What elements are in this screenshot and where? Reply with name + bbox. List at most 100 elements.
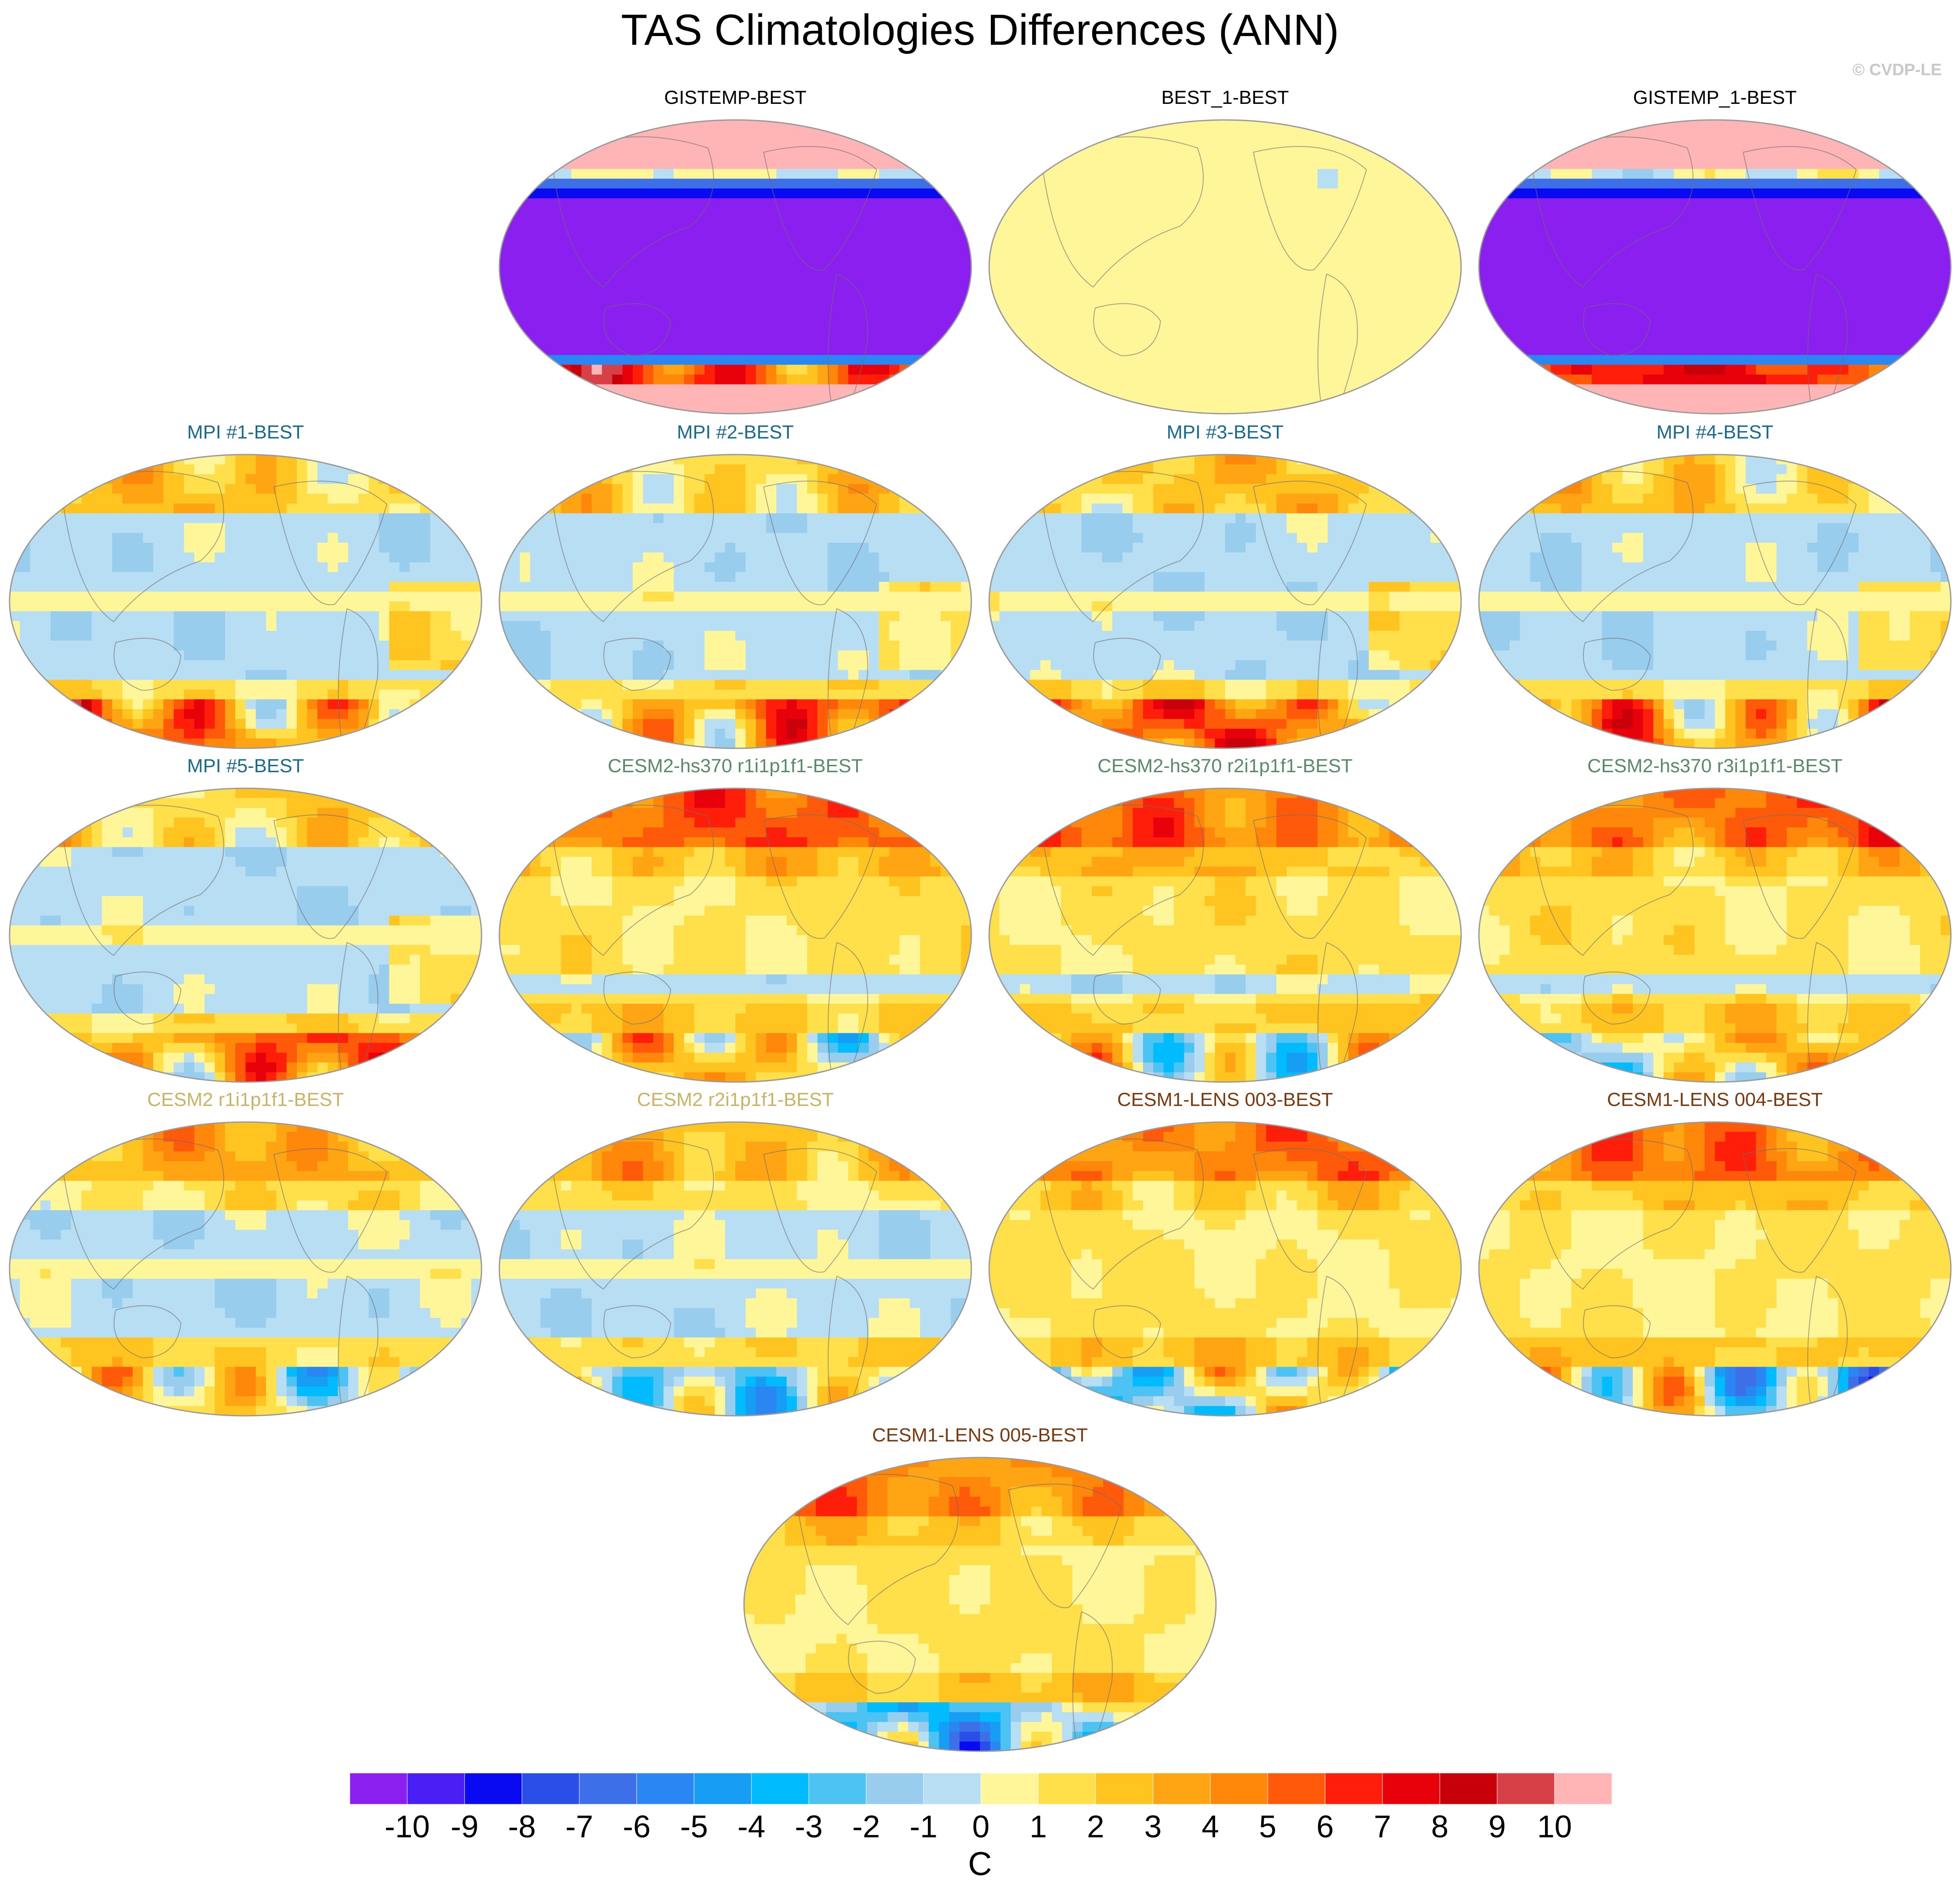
map-cell (266, 591, 277, 602)
map-cell (1163, 276, 1174, 287)
map-cell (1530, 218, 1541, 228)
map-cell (499, 129, 510, 140)
map-cell (940, 227, 951, 238)
map-cell (1889, 394, 1900, 405)
map-cell (1561, 345, 1572, 355)
map-cell (1430, 169, 1441, 179)
map-cell (787, 325, 797, 336)
map-cell (430, 494, 441, 504)
map-cell (1684, 120, 1695, 130)
map-cell (1756, 149, 1767, 159)
map-cell (1297, 365, 1308, 375)
map-cell (1266, 286, 1277, 297)
map-cell (1050, 139, 1062, 150)
map-cell (940, 355, 951, 365)
map-cell (766, 306, 777, 316)
map-cell (1735, 179, 1746, 189)
map-cell (1020, 394, 1031, 405)
map-cell (1591, 306, 1603, 316)
map-cell (1266, 188, 1277, 199)
map-cell (1235, 227, 1246, 238)
map-cell (1430, 139, 1441, 150)
map-cell (1061, 179, 1072, 189)
map-cell (327, 523, 339, 533)
map-cell (776, 218, 787, 228)
map-cell (1050, 188, 1062, 199)
map-cell (10, 513, 20, 524)
map-cell (622, 247, 633, 258)
map-cell (1112, 227, 1123, 238)
map-cell (1674, 257, 1684, 267)
map-cell (1030, 286, 1041, 297)
map-cell (1081, 247, 1092, 258)
map-cell (1225, 218, 1236, 228)
map-cell (184, 611, 195, 621)
map-cell (899, 306, 910, 316)
map-cell (704, 237, 715, 248)
map-cell (440, 572, 451, 582)
map-cell (807, 325, 818, 336)
map-cell (684, 139, 695, 150)
map-cell (612, 227, 623, 238)
map-cell (1766, 257, 1777, 267)
map-cell (1174, 247, 1185, 258)
map-cell (1725, 218, 1736, 228)
map-cell (1509, 315, 1521, 326)
map-cell (1674, 315, 1684, 326)
map-cell (1358, 218, 1369, 228)
map-cell (1910, 208, 1920, 219)
map-cell (920, 315, 931, 326)
map-cell (591, 188, 602, 199)
map-cell (1420, 296, 1431, 306)
map-cell (246, 611, 256, 621)
map-cell (1499, 267, 1510, 277)
map-cell (471, 611, 482, 621)
map-cell (1684, 227, 1695, 238)
map-cell (1561, 247, 1572, 258)
map-cell (1848, 315, 1859, 326)
map-cell (1225, 188, 1236, 199)
map-cell (1602, 335, 1613, 345)
map-cell (369, 523, 379, 533)
map-cell (530, 345, 541, 355)
map-cell (848, 325, 859, 336)
map-cell (1664, 345, 1674, 355)
map-cell (499, 159, 510, 169)
map-cell (817, 257, 828, 267)
map-cell (1194, 208, 1205, 219)
map-cell (1664, 296, 1674, 306)
map-cell (868, 257, 880, 267)
map-cell (920, 237, 931, 248)
map-cell (1153, 276, 1164, 287)
map-cell (499, 198, 510, 209)
map-cell (1328, 208, 1339, 219)
map-cell (1684, 286, 1695, 297)
map-cell (215, 474, 226, 485)
map-cell (745, 149, 756, 159)
map-cell (1399, 296, 1410, 306)
map-cell (1235, 404, 1246, 414)
map-cell (471, 474, 482, 485)
map-cell (1246, 198, 1256, 209)
map-cell (1776, 179, 1787, 189)
map-cell (1297, 325, 1308, 336)
map-cell (1256, 227, 1267, 238)
map-cell (399, 464, 410, 475)
map-cell (1092, 315, 1103, 326)
map-cell (1420, 345, 1431, 355)
map-cell (1389, 179, 1400, 189)
map-cell (71, 611, 82, 621)
map-cell (1050, 394, 1062, 405)
map-cell (1020, 296, 1031, 306)
map-cell (1817, 276, 1828, 287)
map-cell (561, 355, 572, 365)
map-cell (1930, 139, 1941, 150)
map-cell (1479, 257, 1490, 267)
map-cell (1489, 306, 1500, 316)
map-cell (153, 621, 164, 631)
map-cell (1643, 257, 1654, 267)
map-cell (235, 464, 246, 475)
map-cell (1112, 365, 1123, 375)
map-cell (1133, 374, 1143, 385)
map-cell (520, 208, 531, 219)
